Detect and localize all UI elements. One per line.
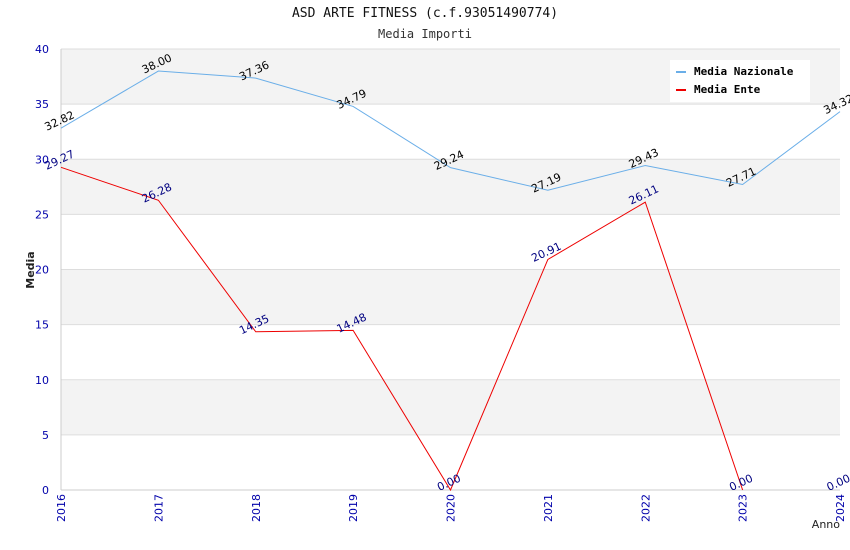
chart-subtitle: Media Importi	[378, 27, 472, 41]
x-tick-label: 2023	[737, 494, 750, 522]
legend-item-media-ente: Media Ente	[676, 83, 760, 97]
y-tick-label: 15	[35, 319, 49, 332]
y-tick-label: 5	[42, 429, 49, 442]
y-tick-label: 20	[35, 264, 49, 277]
x-tick-label: 2021	[542, 494, 555, 522]
legend-swatch-media-nazionale	[676, 71, 686, 73]
chart-legend: Media Nazionale Media Ente	[670, 60, 810, 102]
x-tick-label: 2020	[445, 494, 458, 522]
data-label: 0.00	[435, 472, 463, 494]
data-label: 20.91	[529, 240, 563, 265]
y-tick-label: 10	[35, 374, 49, 387]
grid-band	[61, 379, 840, 435]
legend-label-media-ente: Media Ente	[694, 83, 761, 96]
grid-band	[61, 269, 840, 325]
x-tick-label: 2016	[55, 494, 68, 522]
data-label: 0.00	[727, 472, 755, 494]
y-tick-label: 40	[35, 43, 49, 56]
x-tick-label: 2024	[834, 494, 847, 522]
x-axis-title: Anno	[812, 518, 840, 531]
data-label: 0.00	[825, 472, 850, 494]
y-tick-label: 35	[35, 98, 49, 111]
series-line-1	[60, 166, 744, 492]
legend-swatch-media-ente	[676, 89, 686, 91]
series-line-0	[60, 70, 841, 191]
y-tick-label: 30	[35, 153, 49, 166]
x-tick-label: 2022	[639, 494, 652, 522]
x-tick-label: 2017	[152, 494, 165, 522]
y-axis-title: Media	[24, 251, 37, 288]
chart-title: ASD ARTE FITNESS (c.f.93051490774)	[291, 6, 559, 21]
legend-item-media-nazionale: Media Nazionale	[676, 65, 793, 79]
data-label: 32.82	[42, 108, 76, 133]
grid-band	[61, 159, 840, 215]
y-tick-label: 0	[42, 484, 49, 497]
x-tick-label: 2019	[347, 494, 360, 522]
y-tick-label: 25	[35, 208, 49, 221]
x-tick-label: 2018	[250, 494, 263, 522]
legend-label-media-nazionale: Media Nazionale	[694, 65, 794, 78]
